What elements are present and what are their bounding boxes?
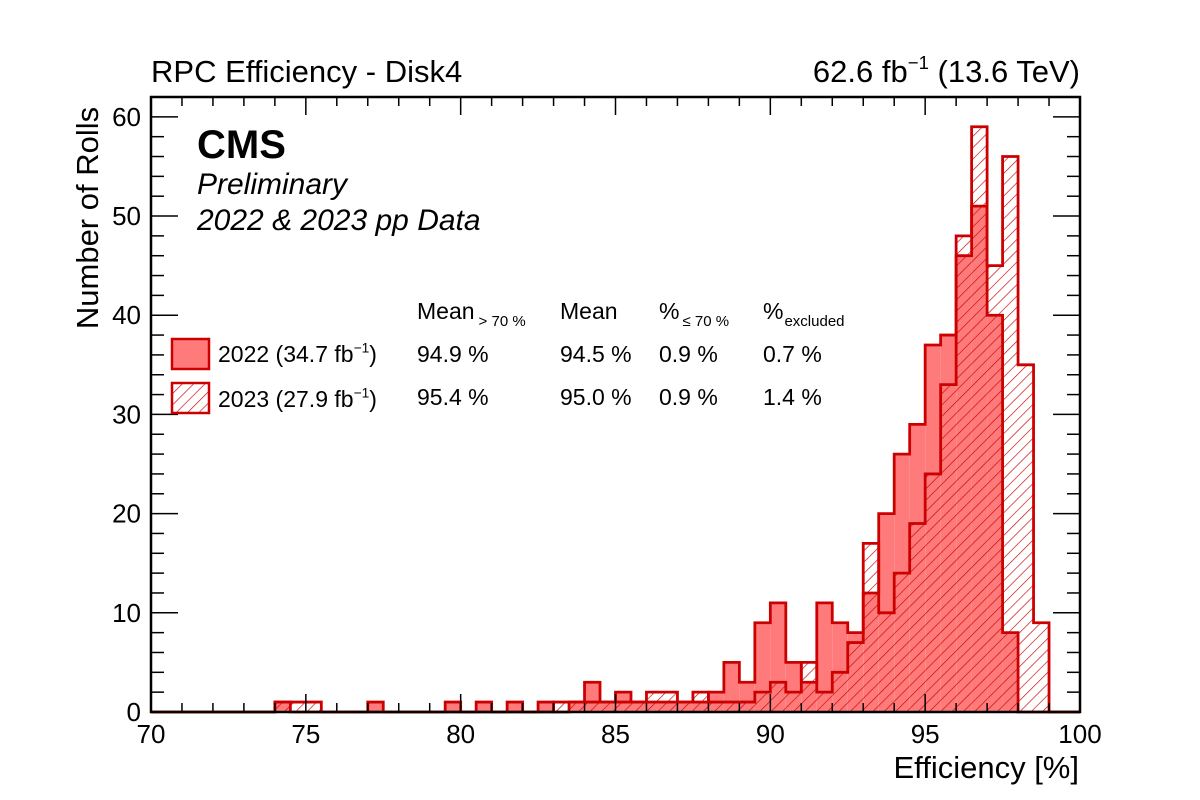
bar-2022-39 <box>754 622 771 712</box>
stat-2023-pct-le70: 0.9 % <box>659 384 718 410</box>
stat-2023-pct-excluded: 1.4 % <box>763 384 822 410</box>
bar-2023-45 <box>847 642 864 712</box>
bar-2023-36 <box>708 702 724 712</box>
header-mean-gt70: Mean > 70 % <box>417 298 526 330</box>
luminosity-label: 62.6 fb−1 (13.6 TeV) <box>812 53 1080 89</box>
bar-2023-8 <box>274 702 291 712</box>
bar-2023-27 <box>569 702 585 712</box>
header-mean-gt70-text: Mean <box>417 298 475 324</box>
x-tick-label: 90 <box>756 719 785 749</box>
bar-2022-23 <box>507 702 523 712</box>
bar-2023-52 <box>956 235 972 712</box>
bar-2022-14 <box>367 702 384 712</box>
legend-2023-year: 2023 (27.9 fb <box>218 386 354 412</box>
bar-2023-43 <box>816 692 833 712</box>
legend-entry-2023: 2023 (27.9 fb−1) <box>218 385 377 412</box>
dataset-label: 2022 & 2023 pp Data <box>197 204 481 237</box>
bar-2023-29 <box>600 702 616 712</box>
bar-2023-41 <box>785 692 802 712</box>
header-mean-gt70-sub: > 70 % <box>478 313 526 330</box>
stat-2022-mean-gt70: 94.9 % <box>417 341 489 367</box>
bar-2023-10 <box>305 702 322 712</box>
header-mean: Mean <box>560 298 618 324</box>
legend-2023-close: ) <box>369 386 377 412</box>
header-pct-excluded: %excluded <box>763 298 845 330</box>
legend-2022-year: 2022 (34.7 fb <box>218 341 354 367</box>
bar-2023-54 <box>987 265 1003 712</box>
stat-2022-mean: 94.5 % <box>560 341 632 367</box>
bar-2023-38 <box>739 702 755 712</box>
y-axis-label: Number of Rolls <box>70 106 105 330</box>
bar-2022-37 <box>723 662 740 712</box>
y-tick-label: 50 <box>112 201 141 231</box>
stat-2022-pct-le70: 0.9 % <box>659 341 718 367</box>
header-pct-le70-text: % <box>659 298 680 324</box>
stat-2023-mean: 95.0 % <box>560 384 632 410</box>
legend-2022-close: ) <box>369 341 377 367</box>
bar-2023-55 <box>1002 156 1019 713</box>
bar-2023-56 <box>1018 364 1034 712</box>
status-label: Preliminary <box>197 168 348 201</box>
stat-2022-pct-excluded: 0.7 % <box>763 341 822 367</box>
bar-2023-39 <box>754 692 771 712</box>
legend-2023-exp: −1 <box>353 385 370 401</box>
y-tick-label: 40 <box>112 300 141 330</box>
legend-swatch-2022 <box>170 337 211 371</box>
chart-title: RPC Efficiency - Disk4 <box>151 54 463 89</box>
axis-tick-labels: 70 75 80 85 90 95 100 0 10 20 30 40 50 60 <box>112 102 1102 749</box>
bar-2023-51 <box>940 384 957 712</box>
header-pct-le70: % ≤ 70 % <box>659 298 729 330</box>
x-tick-label: 80 <box>446 719 475 749</box>
legend-swatch-2023 <box>170 381 211 415</box>
x-tick-label: 70 <box>137 719 166 749</box>
bar-2023-44 <box>832 672 848 712</box>
bar-2023-30 <box>615 702 631 712</box>
header-pct-excluded-sub: excluded <box>784 313 845 330</box>
bar-2022-21 <box>476 702 492 712</box>
axis-ticks <box>150 96 1081 713</box>
lumi-exponent: −1 <box>907 51 929 73</box>
bar-2023-9 <box>290 702 306 712</box>
x-tick-label: 75 <box>291 719 320 749</box>
x-tick-label: 95 <box>911 719 940 749</box>
y-tick-label: 0 <box>127 697 141 727</box>
bar-2023-57 <box>1033 622 1050 712</box>
y-tick-label: 60 <box>112 102 141 132</box>
bar-2023-53 <box>971 126 988 713</box>
bar-2023-42 <box>801 662 817 712</box>
y-tick-label: 30 <box>112 399 141 429</box>
bar-2023-26 <box>553 702 570 712</box>
experiment-label: CMS <box>197 123 286 167</box>
bar-2023-40 <box>770 682 786 712</box>
legend-2022-exp: −1 <box>353 340 370 356</box>
x-tick-label: 85 <box>601 719 630 749</box>
bar-2023-48 <box>894 573 910 712</box>
bar-2022-19 <box>445 702 461 712</box>
bar-2023-46 <box>863 543 879 712</box>
header-pct-excluded-text: % <box>763 298 784 324</box>
bar-2022-25 <box>538 702 554 712</box>
bar-2023-47 <box>878 612 895 712</box>
lumi-value: 62.6 fb <box>812 54 908 89</box>
legend-entry-2022: 2022 (34.7 fb−1) <box>218 340 377 367</box>
y-tick-label: 20 <box>112 499 141 529</box>
bar-2023-37 <box>723 702 740 712</box>
series-2023-bars <box>274 126 1050 713</box>
x-tick-label: 100 <box>1058 719 1101 749</box>
bar-2022-43 <box>816 602 833 712</box>
bar-2023-49 <box>909 523 926 712</box>
bar-2023-31 <box>630 702 647 712</box>
lumi-energy: (13.6 TeV) <box>928 54 1080 89</box>
y-tick-label: 10 <box>112 598 141 628</box>
bar-2023-34 <box>677 702 693 712</box>
header-pct-le70-sub: ≤ 70 % <box>682 313 730 330</box>
stat-2023-mean-gt70: 95.4 % <box>417 384 489 410</box>
x-axis-label: Efficiency [%] <box>893 750 1079 785</box>
bar-2023-28 <box>584 702 601 712</box>
bar-2023-50 <box>925 473 941 712</box>
